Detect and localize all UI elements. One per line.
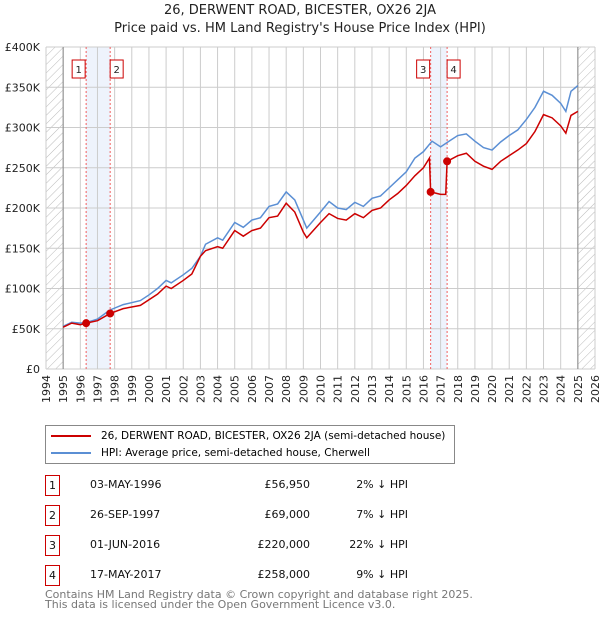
x-tick-label: 1998 xyxy=(109,375,122,403)
chart-subtitle: Price paid vs. HM Land Registry's House … xyxy=(114,21,486,36)
sale-row: 3 01-JUN-2016 £220,000 22% ↓ HPI xyxy=(45,535,408,556)
x-tick-label: 2024 xyxy=(555,375,568,403)
sale-hpi-diff: 7% ↓ HPI xyxy=(356,508,408,521)
x-tick-label: 2000 xyxy=(143,375,156,403)
y-tick-label: £300K xyxy=(5,122,41,135)
x-tick-label: 2022 xyxy=(520,375,533,403)
x-tick-label: 2025 xyxy=(572,375,585,403)
x-tick-label: 2001 xyxy=(160,375,173,403)
x-tick-label: 2004 xyxy=(212,375,225,403)
y-tick-label: £50K xyxy=(12,323,41,336)
sale-label-box xyxy=(416,59,431,79)
sale-price: £69,000 xyxy=(264,508,311,521)
x-tick-label: 2010 xyxy=(315,375,328,403)
x-tick-label: 2017 xyxy=(435,375,448,403)
sale-label-box xyxy=(71,59,86,79)
y-tick-label: £350K xyxy=(5,81,41,94)
x-tick-label: 1999 xyxy=(126,375,139,403)
x-tick-label: 2026 xyxy=(589,375,600,403)
chart-title: 26, DERWENT ROAD, BICESTER, OX26 2JA xyxy=(163,3,437,18)
x-tick-label: 2018 xyxy=(452,375,465,403)
sale-point xyxy=(82,319,91,328)
hpi-line xyxy=(62,85,579,328)
y-tick-label: £150K xyxy=(5,242,41,255)
x-tick-label: 2020 xyxy=(486,375,499,403)
x-tick-label: 2009 xyxy=(297,375,310,403)
y-tick-label: £250K xyxy=(5,162,41,175)
blue-line-swatch xyxy=(51,452,91,454)
footer-line: This data is licensed under the Open Gov… xyxy=(45,598,396,611)
x-tick-label: 2015 xyxy=(400,375,413,403)
x-tick-label: 2016 xyxy=(417,375,430,403)
sale-row: 4 17-MAY-2017 £258,000 9% ↓ HPI xyxy=(45,565,408,586)
sale-date: 17-MAY-2017 xyxy=(90,568,162,581)
x-tick-label: 2019 xyxy=(469,375,482,403)
sale-price: £56,950 xyxy=(264,478,311,491)
sale-label: 3 xyxy=(420,65,426,76)
price-paid-line xyxy=(62,110,579,328)
x-tick-label: 2012 xyxy=(349,375,362,403)
x-tick-label: 2003 xyxy=(194,375,207,403)
sale-label: 4 xyxy=(450,65,456,76)
y-tick-label: £200K xyxy=(5,202,41,215)
x-tick-label: 1995 xyxy=(57,375,70,403)
sale-hpi-diff: 2% ↓ HPI xyxy=(356,478,408,491)
x-tick-label: 2008 xyxy=(280,375,293,403)
sale-hpi-diff: 22% ↓ HPI xyxy=(349,538,408,551)
x-tick-label: 2013 xyxy=(366,375,379,403)
footer-line: Contains HM Land Registry data © Crown c… xyxy=(45,588,473,601)
x-tick-label: 2014 xyxy=(383,375,396,403)
sale-point xyxy=(443,157,452,166)
sale-label: 1 xyxy=(75,65,81,76)
red-line-swatch xyxy=(51,435,91,437)
x-tick-label: 2007 xyxy=(263,375,276,403)
price-chart: 1994 1995 1996 1997 1998 1999 2000 2001 2002 2003… xyxy=(5,41,600,403)
x-tick-label: 1997 xyxy=(91,375,104,403)
sale-label-box xyxy=(446,59,461,79)
sale-row: 2 26-SEP-1997 £69,000 7% ↓ HPI xyxy=(45,505,408,526)
sale-price: £258,000 xyxy=(257,568,311,581)
sale-number-box: 4 xyxy=(45,565,60,586)
sale-label: 2 xyxy=(113,65,119,76)
sale-point xyxy=(106,309,115,318)
legend-label: 26, DERWENT ROAD, BICESTER, OX26 2JA (se… xyxy=(101,430,446,442)
x-tick-label: 1994 xyxy=(40,375,53,403)
sale-hpi-diff: 9% ↓ HPI xyxy=(356,568,408,581)
sale-number-box: 1 xyxy=(45,475,60,496)
x-tick-label: 2005 xyxy=(229,375,242,403)
sale-point xyxy=(426,187,435,196)
sale-price: £220,000 xyxy=(257,538,311,551)
x-tick-label: 1996 xyxy=(74,375,87,403)
legend-label: HPI: Average price, semi-detached house,… xyxy=(101,447,370,459)
sale-number-box: 3 xyxy=(45,535,60,556)
footer: Contains HM Land Registry data © Crown c… xyxy=(45,588,473,611)
x-tick-label: 2002 xyxy=(177,375,190,403)
y-tick-label: £0 xyxy=(26,363,40,376)
sale-label-box xyxy=(109,59,124,79)
x-tick-label: 2023 xyxy=(538,375,551,403)
sale-number-box: 2 xyxy=(45,505,60,526)
sale-date: 01-JUN-2016 xyxy=(90,538,161,551)
legend-item-property: 26, DERWENT ROAD, BICESTER, OX26 2JA (se… xyxy=(51,430,445,442)
x-tick-label: 2006 xyxy=(246,375,259,403)
legend-item-hpi: HPI: Average price, semi-detached house,… xyxy=(51,447,370,459)
sale-row: 1 03-MAY-1996 £56,950 2% ↓ HPI xyxy=(45,475,408,496)
x-tick-label: 2021 xyxy=(503,375,516,403)
legend: 26, DERWENT ROAD, BICESTER, OX26 2JA (se… xyxy=(45,425,455,464)
sale-date: 03-MAY-1996 xyxy=(90,478,162,491)
x-tick-label: 2011 xyxy=(332,375,345,403)
sale-date: 26-SEP-1997 xyxy=(90,508,161,521)
y-tick-label: £400K xyxy=(5,41,41,54)
y-tick-label: £100K xyxy=(5,283,41,296)
